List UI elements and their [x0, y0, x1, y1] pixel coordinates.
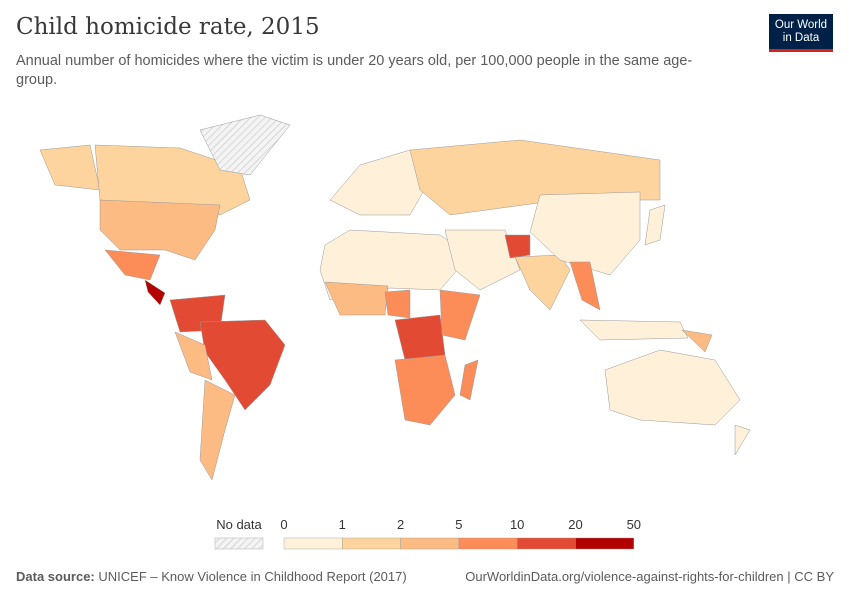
country-dr-congo[interactable] — [394, 314, 446, 361]
logo-line-1: Our World — [774, 19, 828, 31]
country-southern-africa[interactable] — [394, 354, 456, 426]
logo-line-2: in Data — [782, 32, 820, 44]
legend-tick-label: 1 — [339, 517, 346, 532]
owid-logo[interactable]: Our World in Data — [769, 14, 833, 52]
source-url[interactable]: OurWorldinData.org/violence-against-righ… — [465, 569, 784, 584]
legend-tick-label: 2 — [397, 517, 404, 532]
country-new-zealand[interactable] — [734, 424, 751, 456]
legend-tick-label: 10 — [510, 517, 524, 532]
source-text: UNICEF – Know Violence in Childhood Repo… — [98, 569, 407, 584]
legend-bin[interactable] — [575, 537, 634, 550]
legend-bin[interactable] — [283, 537, 343, 550]
country-nigeria[interactable] — [384, 289, 411, 319]
country-india[interactable] — [514, 254, 571, 311]
country-argentina-chile[interactable] — [199, 379, 236, 481]
legend-tick-label: 50 — [627, 517, 641, 532]
chart-subtitle: Annual number of homicides where the vic… — [16, 53, 693, 88]
footer-link: OurWorldinData.org/violence-against-righ… — [465, 569, 834, 584]
country-central-america[interactable] — [144, 279, 166, 306]
legend-bin[interactable] — [400, 537, 460, 550]
license[interactable]: CC BY — [794, 569, 834, 584]
country-china[interactable] — [529, 191, 641, 276]
country-afghanistan[interactable] — [504, 234, 531, 259]
world-map — [39, 114, 751, 481]
footer-source: Data source: UNICEF – Know Violence in C… — [16, 569, 407, 584]
country-united-states[interactable] — [99, 199, 221, 261]
source-label: Data source: — [16, 569, 95, 584]
legend-bin[interactable] — [517, 537, 576, 550]
legend-tick-label: 20 — [568, 517, 582, 532]
legend-bin[interactable] — [458, 537, 518, 550]
country-myanmar-thailand[interactable] — [569, 261, 601, 311]
legend-bin[interactable] — [342, 537, 401, 550]
country-brazil[interactable] — [199, 319, 286, 411]
chart-title: Child homicide rate, 2015 — [16, 14, 320, 40]
country-west-africa[interactable] — [324, 281, 389, 316]
country-peru-bolivia[interactable] — [174, 331, 213, 381]
country-east-africa[interactable] — [439, 289, 481, 341]
country-australia[interactable] — [604, 349, 741, 426]
legend-tick-label: 0 — [280, 517, 287, 532]
legend-tick-label: 5 — [455, 517, 462, 532]
country-greenland[interactable] — [199, 114, 291, 176]
country-madagascar[interactable] — [459, 359, 479, 401]
country-indonesia[interactable] — [579, 319, 689, 341]
country-middle-east[interactable] — [444, 229, 521, 291]
country-papua-new-guinea[interactable] — [681, 329, 713, 353]
country-japan[interactable] — [644, 204, 666, 246]
color-legend: No data 0 1 2 5 10 20 50 — [214, 517, 641, 550]
no-data-swatch — [214, 537, 264, 550]
country-mexico[interactable] — [104, 249, 161, 281]
no-data-label: No data — [216, 517, 262, 532]
country-alaska[interactable] — [39, 144, 101, 191]
